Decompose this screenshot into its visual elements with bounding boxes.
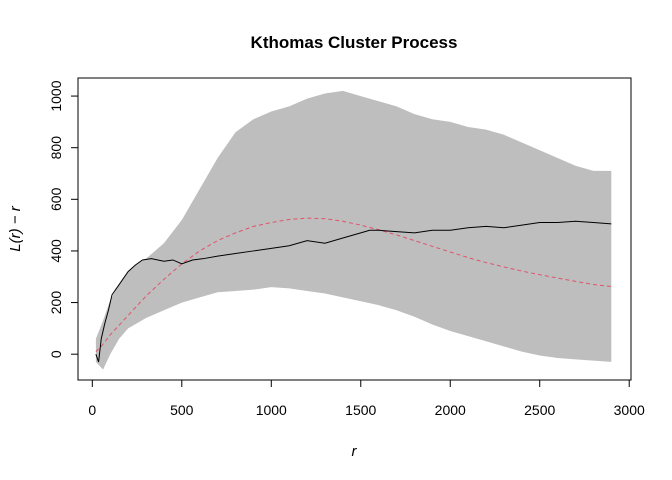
y-axis-label: L(r) − r	[7, 205, 24, 251]
y-axis: 0 200 400 600 800 1000	[48, 80, 79, 358]
x-tick-label: 0	[88, 402, 96, 418]
x-axis: 0 500 1000 1500 2000 2500 3000	[88, 379, 645, 418]
observed-line	[95, 220, 612, 363]
chart-title: Kthomas Cluster Process	[251, 33, 458, 52]
y-tick-label: 800	[48, 136, 64, 160]
x-tick-label: 2500	[524, 402, 555, 418]
x-tick-label: 1000	[256, 402, 287, 418]
plot-area	[95, 90, 612, 370]
theoretical-line	[95, 217, 612, 352]
y-tick-label: 600	[48, 187, 64, 211]
x-tick-label: 500	[170, 402, 194, 418]
envelope-band	[95, 90, 612, 370]
y-tick-label: 400	[48, 239, 64, 263]
y-tick-label: 200	[48, 291, 64, 315]
x-tick-label: 3000	[614, 402, 645, 418]
x-tick-label: 2000	[435, 402, 466, 418]
y-tick-label: 1000	[48, 80, 64, 111]
y-tick-label: 0	[48, 350, 64, 358]
x-tick-label: 1500	[345, 402, 376, 418]
x-axis-label: r	[352, 443, 358, 460]
